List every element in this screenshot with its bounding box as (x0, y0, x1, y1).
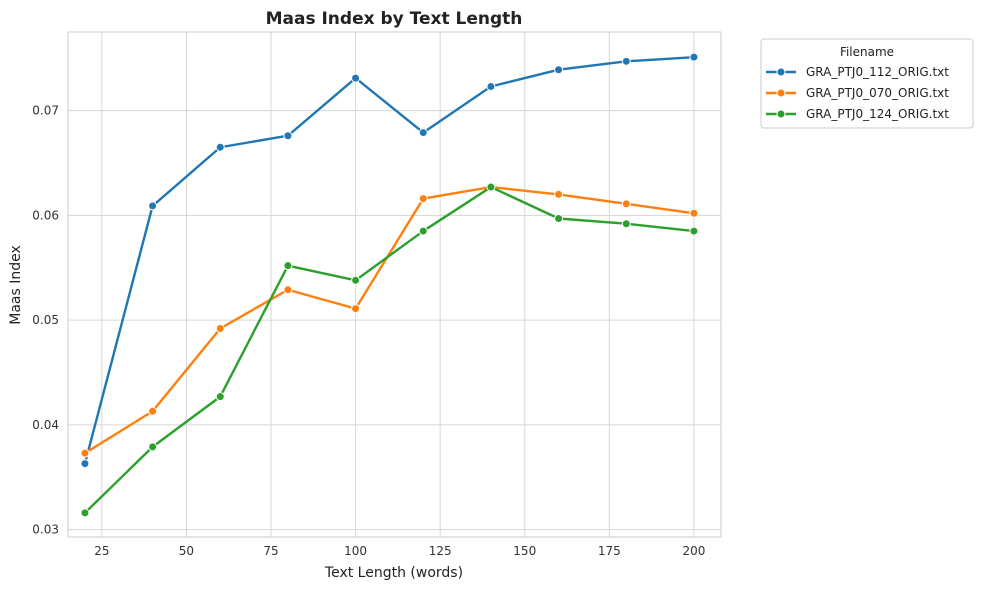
data-point (148, 406, 158, 416)
legend-label: GRA_PTJ0_112_ORIG.txt (806, 65, 949, 79)
legend-item: GRA_PTJ0_112_ORIG.txt (766, 65, 949, 79)
y-tick-label: 0.04 (32, 418, 59, 432)
data-point (215, 142, 225, 152)
data-point (351, 73, 361, 83)
y-tick-label: 0.05 (32, 313, 59, 327)
data-point (689, 52, 699, 62)
data-point (554, 189, 564, 199)
data-point (418, 226, 428, 236)
x-tick-label: 100 (344, 544, 367, 558)
legend-marker (776, 88, 786, 98)
series-GRA_PTJ0_070_ORIG.txt (80, 182, 699, 458)
y-axis-label: Maas Index (8, 245, 24, 325)
legend-marker (776, 109, 786, 119)
series-layer (80, 52, 699, 518)
legend-item: GRA_PTJ0_124_ORIG.txt (766, 107, 949, 121)
data-point (283, 131, 293, 141)
data-point (215, 392, 225, 402)
legend-label: GRA_PTJ0_124_ORIG.txt (806, 107, 949, 121)
data-point (486, 182, 496, 192)
data-point (80, 448, 90, 458)
legend-label: GRA_PTJ0_070_ORIG.txt (806, 86, 949, 100)
x-tick-label: 125 (429, 544, 452, 558)
x-tick-label: 175 (598, 544, 621, 558)
series-line (84, 185, 695, 514)
legend-box (760, 38, 974, 129)
x-tick-label: 25 (94, 544, 109, 558)
chart-title: Maas Index by Text Length (266, 9, 523, 29)
x-tick-label: 200 (682, 544, 705, 558)
data-point (80, 459, 90, 469)
data-point (418, 128, 428, 138)
data-point (689, 208, 699, 218)
y-tick-label: 0.07 (32, 104, 59, 118)
data-point (486, 81, 496, 91)
x-tick-label: 75 (263, 544, 278, 558)
data-point (621, 219, 631, 229)
data-point (351, 275, 361, 285)
data-point (621, 199, 631, 209)
series-GRA_PTJ0_124_ORIG.txt (80, 182, 699, 518)
data-point (351, 304, 361, 314)
data-point (418, 194, 428, 204)
legend: Filename GRA_PTJ0_112_ORIG.txt GRA_PTJ0_0… (760, 38, 974, 129)
y-tick-label: 0.03 (32, 523, 59, 537)
data-point (283, 261, 293, 271)
data-point (621, 56, 631, 66)
data-point (283, 285, 293, 295)
data-point (148, 201, 158, 211)
x-tick-label: 150 (513, 544, 536, 558)
grid (68, 32, 721, 537)
series-line (83, 55, 695, 464)
data-point (689, 226, 699, 236)
data-point (215, 324, 225, 334)
plot-area (67, 31, 722, 538)
legend-marker (776, 67, 786, 77)
legend-items: GRA_PTJ0_112_ORIG.txt GRA_PTJ0_070_ORIG.t… (766, 65, 949, 121)
x-tick-label: 50 (179, 544, 194, 558)
data-point (554, 213, 564, 223)
data-point (148, 442, 158, 452)
series-GRA_PTJ0_112_ORIG.txt (80, 52, 699, 469)
data-point (554, 65, 564, 75)
y-tick-label: 0.06 (32, 208, 59, 222)
data-point (80, 508, 90, 518)
x-axis-label: Text Length (words) (324, 565, 463, 581)
series-line (84, 185, 695, 455)
legend-title: Filename (840, 45, 894, 59)
legend-item: GRA_PTJ0_070_ORIG.txt (766, 86, 949, 100)
tick-labels: 25 50 75 100 125 150 175 200 0.03 0.04 0.05 0.06 0.0… (32, 104, 705, 558)
